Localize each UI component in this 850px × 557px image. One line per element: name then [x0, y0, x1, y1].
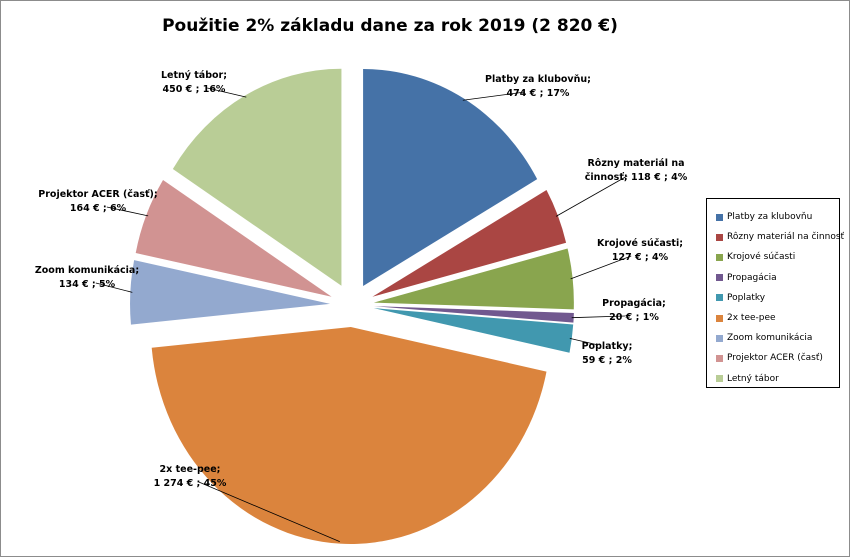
pie-slices	[130, 68, 574, 544]
leader-line-propagacia	[571, 315, 626, 319]
legend-swatch	[716, 294, 723, 302]
leader-line-poplatky	[569, 338, 599, 346]
pie-slice-letny-tabor	[172, 68, 342, 286]
legend-swatch	[716, 213, 723, 221]
leader-line-2x-tee-pee	[198, 481, 340, 543]
legend-item-propagacia: Propagácia	[707, 268, 839, 288]
legend-swatch	[716, 375, 723, 383]
legend-swatch	[716, 253, 723, 261]
data-label-propagacia: Propagácia; 20 € ; 1%	[602, 298, 666, 323]
legend-swatch	[716, 314, 723, 322]
legend-item-platby-za-klubovnu: Platby za klubovňu	[707, 207, 839, 227]
legend-swatch	[716, 334, 723, 342]
pie-slice-propagacia	[373, 306, 574, 323]
legend-label: Zoom komunikácia	[727, 333, 813, 344]
legend-label: Krojové súčasti	[727, 252, 796, 263]
pie-slice-2x-tee-pee	[151, 326, 547, 544]
pie-slice-platby-za-klubovnu	[363, 68, 538, 286]
chart-title: Použitie 2% základu dane za rok 2019 (2 …	[162, 16, 618, 36]
legend-item-letny-tabor: Letný tábor	[707, 369, 839, 389]
legend: Platby za klubovňu Rôzny materiál na činn…	[706, 198, 844, 389]
legend-item-krojove-sucasti: Krojové súčasti	[707, 247, 839, 267]
leader-line-rozny-material-na-cinnost	[555, 175, 628, 217]
data-label-2x-tee-pee: 2x tee-pee; 1 274 € ; 45%	[154, 464, 227, 489]
data-label-krojove-sucasti: Krojové súčasti; 127 € ; 4%	[597, 238, 683, 263]
legend-label: Poplatky	[727, 292, 766, 303]
legend-swatch	[716, 274, 723, 282]
leader-line-projektor-acer-cast	[106, 206, 149, 217]
legend-label: 2x tee-pee	[727, 313, 776, 324]
data-label-platby-za-klubovnu: Platby za klubovňu; 474 € ; 17%	[485, 74, 591, 99]
legend-item-zoom-komunikacia: Zoom komunikácia	[707, 328, 839, 348]
legend-label: Propagácia	[727, 272, 777, 283]
legend-item-projektor-acer-cast: Projektor ACER (časť)	[707, 348, 839, 368]
leader-line-krojove-sucasti	[570, 255, 632, 280]
data-label-poplatky: Poplatky; 59 € ; 2%	[582, 341, 633, 366]
legend-label: Letný tábor	[727, 373, 779, 384]
legend-item-poplatky: Poplatky	[707, 288, 839, 308]
data-label-letny-tabor: Letný tábor; 450 € ; 16%	[161, 70, 227, 95]
pie-slice-projektor-acer-cast	[135, 179, 332, 297]
data-label-rozny-material-na-cinnost: Rôzny materiál na činnosť; 118 € ; 4%	[585, 158, 688, 183]
legend-item-2x-tee-pee: 2x tee-pee	[707, 308, 839, 328]
pie-slice-poplatky	[373, 308, 574, 353]
pie-slice-zoom-komunikacia	[130, 260, 331, 325]
legend-swatch	[716, 354, 723, 362]
legend-label: Platby za klubovňu	[727, 212, 813, 223]
pie-slice-rozny-material-na-cinnost	[372, 189, 567, 297]
legend-swatch	[716, 233, 723, 241]
leader-line-letny-tabor	[207, 87, 247, 98]
data-labels: Platby za klubovňu; 474 € ; 17% Rôzny mate…	[35, 70, 688, 489]
data-label-zoom-komunikacia: Zoom komunikácia; 134 € ; 5%	[35, 265, 139, 290]
leader-line-platby-za-klubovnu	[462, 91, 525, 101]
leader-line-zoom-komunikacia	[95, 282, 133, 293]
leader-lines	[95, 87, 632, 543]
legend-label: Rôzny materiál na činnosť	[727, 232, 845, 243]
pie-slice-krojove-sucasti	[373, 248, 574, 310]
legend-item-rozny-material-na-cinnost: Rôzny materiál na činnosť	[707, 227, 844, 247]
legend-label: Projektor ACER (časť)	[727, 353, 823, 364]
data-label-projektor-acer-cast: Projektor ACER (časť); 164 € ; 6%	[38, 189, 157, 214]
